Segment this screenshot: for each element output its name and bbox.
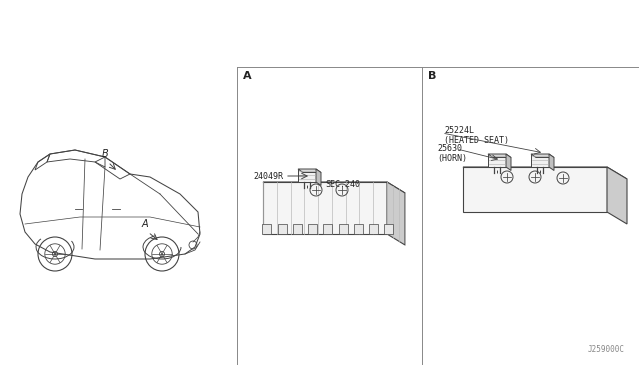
Bar (339, 224, 348, 234)
Bar (385, 224, 394, 234)
Polygon shape (607, 167, 627, 224)
Bar (293, 224, 302, 234)
Polygon shape (549, 154, 554, 170)
Bar (308, 224, 317, 234)
Polygon shape (316, 169, 321, 186)
Polygon shape (531, 154, 549, 167)
Text: 25630: 25630 (437, 144, 462, 153)
Polygon shape (506, 154, 511, 170)
Polygon shape (387, 182, 405, 245)
Bar (262, 224, 271, 234)
Polygon shape (263, 182, 405, 193)
Text: A: A (141, 219, 148, 229)
Bar (323, 224, 333, 234)
Text: B: B (102, 149, 108, 159)
Text: 25224L: 25224L (444, 125, 474, 135)
Polygon shape (463, 167, 607, 212)
Text: B: B (428, 71, 436, 81)
Bar (369, 224, 378, 234)
Bar (354, 224, 363, 234)
Polygon shape (531, 154, 554, 157)
Text: (HORN): (HORN) (437, 154, 467, 163)
Polygon shape (298, 169, 321, 173)
Polygon shape (298, 169, 316, 182)
Text: 24049R: 24049R (253, 171, 283, 180)
Polygon shape (488, 154, 506, 167)
Text: A: A (243, 71, 252, 81)
Text: J259000C: J259000C (588, 345, 625, 354)
Bar (278, 224, 287, 234)
Text: (HEATED SEAT): (HEATED SEAT) (444, 135, 509, 144)
Polygon shape (463, 167, 627, 179)
Text: SEC.240: SEC.240 (325, 180, 360, 189)
Polygon shape (263, 182, 387, 234)
Polygon shape (488, 154, 511, 157)
